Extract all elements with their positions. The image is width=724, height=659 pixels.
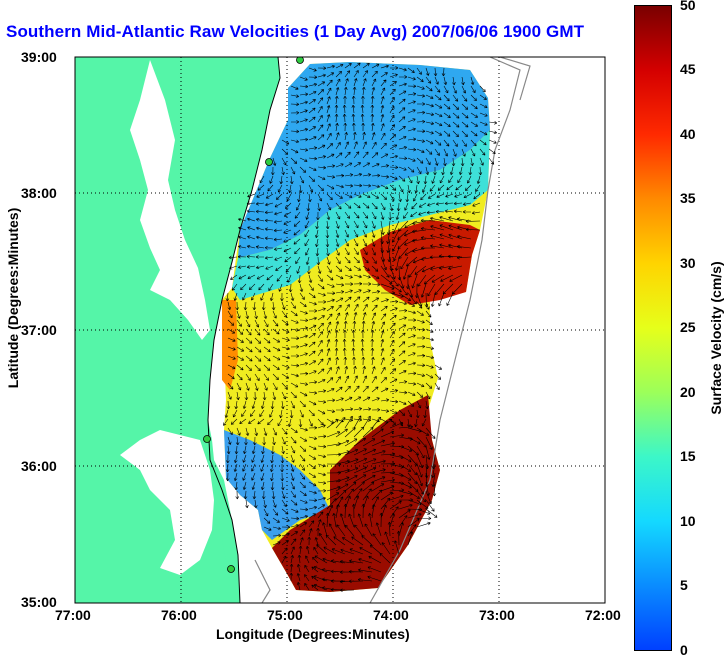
coastline [207,57,281,603]
colorbar-label: Surface Velocity (cm/s) [708,261,724,415]
x-tick-label: 76:00 [161,607,197,623]
colorbar-tick: 30 [680,255,696,271]
y-tick-label: 36:00 [21,458,57,474]
colorbar-tick: 20 [680,384,696,400]
bathymetry-contour [254,559,271,603]
chesapeake-bay [130,60,210,340]
colorbar-tick: 35 [680,190,696,206]
velocity-blue-southwest [224,430,330,540]
velocity-orange-patch [222,300,238,390]
colorbar-tick: 0 [680,642,688,658]
y-tick-label: 35:00 [21,594,57,610]
land-virginia-maryland [75,57,280,603]
velocity-cyan-band [232,130,490,300]
radar-station-marker [227,565,235,573]
x-tick-label: 75:00 [267,607,303,623]
radar-station-marker [203,435,211,443]
colorbar-tick: 40 [680,126,696,142]
velocity-red-south [272,395,440,592]
plot-title: Southern Mid-Atlantic Raw Velocities (1 … [6,22,585,41]
velocity-blue-north [238,62,490,258]
land-coast-nc [200,420,240,603]
y-tick-label: 39:00 [21,49,57,65]
x-tick-label: 73:00 [479,607,515,623]
colorbar-tick: 25 [680,319,696,335]
velocity-arrow-set [223,62,498,593]
colorbar-tick: 45 [680,61,696,77]
x-axis-label: Longitude (Degrees:Minutes) [216,626,410,642]
x-tick-label: 72:00 [585,607,621,623]
colorbar [634,5,672,651]
radar-station-marker [265,158,273,166]
y-tick-label: 38:00 [21,185,57,201]
colorbar-tick: 15 [680,448,696,464]
velocity-arrows [223,62,498,593]
x-tick-label: 74:00 [373,607,409,623]
bathymetry-contour [499,57,531,101]
y-axis-label: Latitude (Degrees:Minutes) [5,207,21,389]
colorbar-tick: 50 [680,0,696,13]
plot-frame [74,56,606,604]
y-tick-label: 37:00 [21,322,57,338]
grid-lines [75,57,605,603]
colorbar-tick: 10 [680,513,696,529]
velocity-red-east [360,220,480,305]
radar-station-marker [296,57,304,64]
colorbar-tick: 5 [680,577,688,593]
bathymetry-contour [369,57,521,603]
x-tick-label: 77:00 [55,607,91,623]
